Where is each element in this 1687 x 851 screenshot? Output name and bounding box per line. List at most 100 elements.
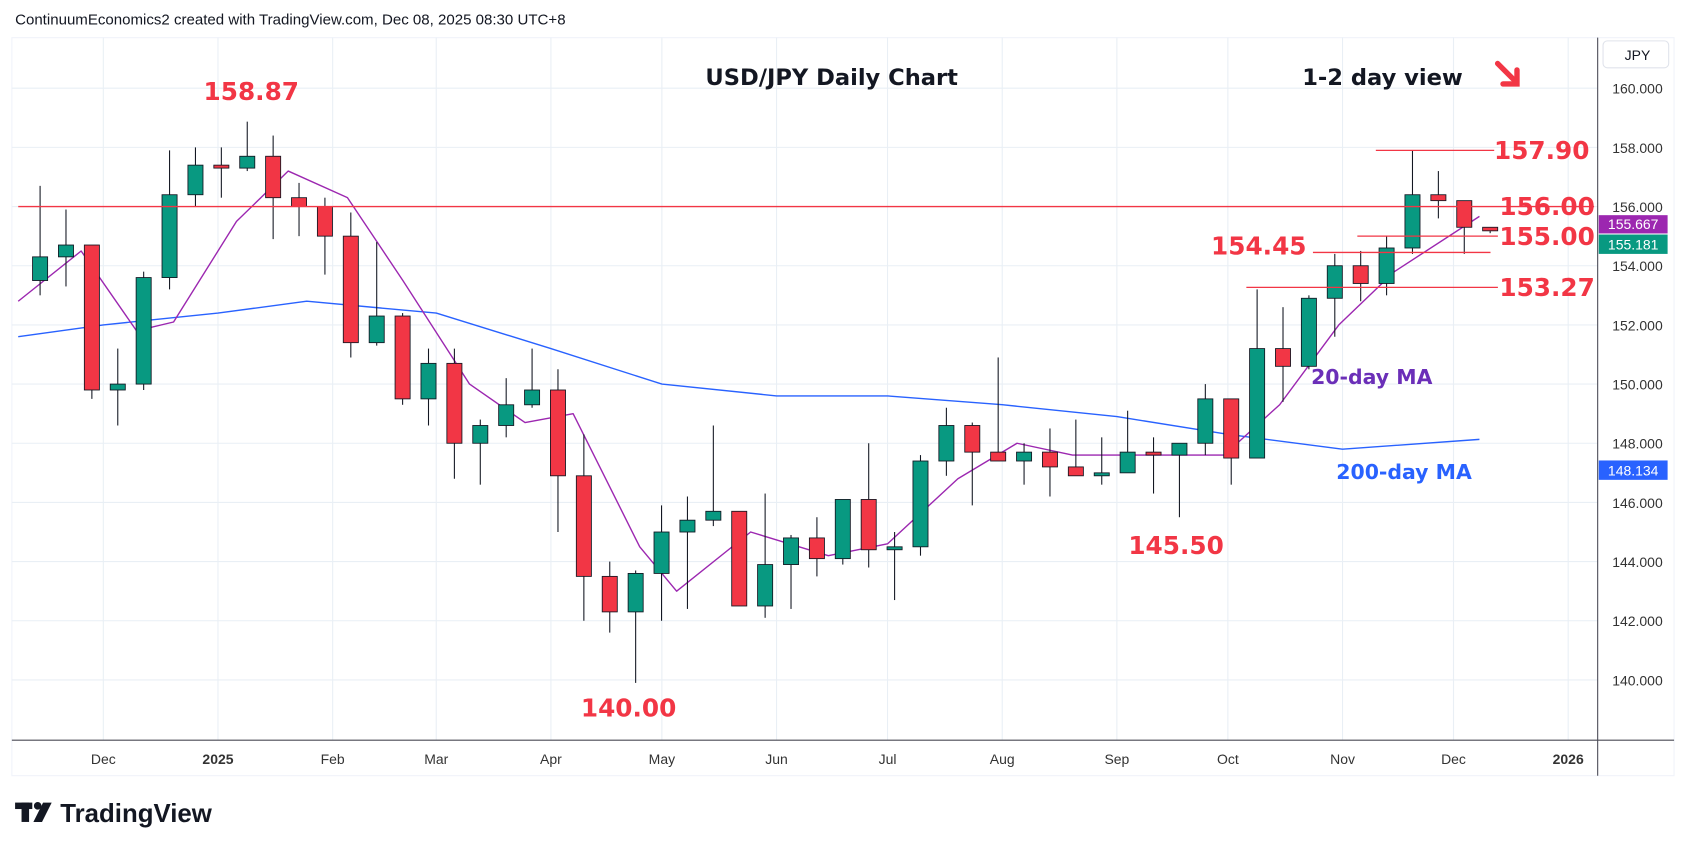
candle-down[interactable] xyxy=(575,475,592,577)
candle-up[interactable] xyxy=(783,537,799,565)
candle-up[interactable] xyxy=(938,425,955,462)
price-annotation: 145.50 xyxy=(1128,531,1223,560)
price-tick-label: 142.000 xyxy=(1612,613,1663,629)
candle-up[interactable] xyxy=(32,256,49,281)
candle-up[interactable] xyxy=(1249,348,1266,459)
candle-down[interactable] xyxy=(1430,194,1447,202)
candle-down[interactable] xyxy=(1456,200,1473,228)
candle-up[interactable] xyxy=(1016,451,1033,462)
candle-up[interactable] xyxy=(1378,247,1395,284)
tradingview-logo[interactable]: TradingView xyxy=(15,800,213,828)
candle-down[interactable] xyxy=(291,197,307,207)
candle-up[interactable] xyxy=(239,155,256,169)
candle-up[interactable] xyxy=(1300,297,1317,367)
candle-up[interactable] xyxy=(135,277,152,385)
last-price-tag xyxy=(1598,234,1668,254)
time-tick-label: May xyxy=(649,751,675,767)
time-axis[interactable]: Dec 2025 Feb Mar Apr May Jun Jul Aug Sep Oct Nov Dec… xyxy=(91,751,1584,767)
header-credit: ContinuumEconomics2 created with Trading… xyxy=(15,12,565,29)
ma200-price-tag-text: 148.134 xyxy=(1608,463,1659,479)
candle-up[interactable] xyxy=(524,389,541,406)
candle-down[interactable] xyxy=(1067,466,1084,477)
candle-up[interactable] xyxy=(1093,472,1110,477)
last-price-tag-text: 155.181 xyxy=(1608,237,1659,253)
ma20-label: 20-day MA xyxy=(1311,365,1432,389)
candle-up[interactable] xyxy=(420,362,437,400)
candle-down[interactable] xyxy=(394,315,411,400)
candle-up[interactable] xyxy=(912,460,929,548)
candle-down[interactable] xyxy=(316,206,333,237)
arrow-down-right-icon xyxy=(1494,60,1520,87)
price-tick-label: 154.000 xyxy=(1612,258,1663,274)
candle-up[interactable] xyxy=(705,510,722,521)
candle-up[interactable] xyxy=(161,194,178,279)
currency-label: JPY xyxy=(1625,47,1651,63)
candle-down[interactable] xyxy=(446,362,463,444)
candle-down[interactable] xyxy=(1352,265,1369,284)
candle-down[interactable] xyxy=(265,155,282,199)
chart-frame xyxy=(11,37,1675,777)
ma20-price-tag-text: 155.667 xyxy=(1608,216,1659,232)
candle-down[interactable] xyxy=(731,510,748,607)
candle-down[interactable] xyxy=(964,425,981,453)
candle-up[interactable] xyxy=(472,425,489,444)
chart-subtitle: 1-2 day view xyxy=(1302,65,1463,91)
candle-up[interactable] xyxy=(757,564,774,607)
candle-up[interactable] xyxy=(834,499,851,560)
time-tick-label: Aug xyxy=(990,751,1015,767)
candle-up[interactable] xyxy=(1119,451,1136,474)
candle-up[interactable] xyxy=(1171,442,1188,456)
candle-down[interactable] xyxy=(1482,226,1499,232)
candle-down[interactable] xyxy=(1145,451,1162,456)
currency-button[interactable] xyxy=(1602,40,1670,69)
candle-up[interactable] xyxy=(498,404,515,426)
candle-down[interactable] xyxy=(1041,451,1058,468)
candle-up[interactable] xyxy=(368,315,385,344)
candle-down[interactable] xyxy=(1223,398,1240,459)
price-tick-label: 160.000 xyxy=(1612,81,1663,97)
chart-title: USD/JPY Daily Chart xyxy=(705,65,958,91)
candle-down[interactable] xyxy=(808,537,825,560)
price-annotation: 140.00 xyxy=(581,694,676,723)
price-axis[interactable]: 140.000 142.000 144.000 146.000 148.000 150.0… xyxy=(1612,81,1663,689)
levels: 156.00 157.90 155.00 154.45 153.27 xyxy=(18,136,1595,302)
candle-up[interactable] xyxy=(1404,194,1421,249)
candle-up[interactable] xyxy=(58,244,74,258)
time-tick-label: Jul xyxy=(879,751,897,767)
time-tick-label: Oct xyxy=(1217,751,1239,767)
time-tick-label: Mar xyxy=(424,751,448,767)
candle-up[interactable] xyxy=(1197,398,1214,444)
candle-up[interactable] xyxy=(187,164,204,196)
price-tick-label: 146.000 xyxy=(1612,495,1663,511)
grid xyxy=(11,37,1598,741)
candle-up[interactable] xyxy=(886,546,903,551)
level-label: 155.00 xyxy=(1499,222,1594,251)
candle-down[interactable] xyxy=(213,164,230,169)
candles[interactable] xyxy=(32,121,1499,683)
candle-down[interactable] xyxy=(342,235,359,344)
time-tick-label: Jun xyxy=(765,751,788,767)
candle-down[interactable] xyxy=(990,451,1007,462)
price-tick-label: 156.000 xyxy=(1612,199,1663,215)
candle-down[interactable] xyxy=(860,499,877,551)
candle-up[interactable] xyxy=(653,531,670,574)
price-annotation: 158.87 xyxy=(204,77,299,106)
level-label: 153.27 xyxy=(1499,273,1594,302)
tradingview-logo-icon xyxy=(15,802,52,822)
price-tick-label: 150.000 xyxy=(1612,376,1663,392)
level-label: 157.90 xyxy=(1494,136,1589,165)
candle-up[interactable] xyxy=(109,383,126,391)
candle-up[interactable] xyxy=(1326,265,1343,299)
time-tick-label: Apr xyxy=(540,751,562,767)
candle-down[interactable] xyxy=(550,389,566,477)
price-tick-label: 148.000 xyxy=(1612,436,1663,452)
ma200-label: 200-day MA xyxy=(1336,460,1472,484)
candle-up[interactable] xyxy=(679,519,696,533)
time-tick-label: Sep xyxy=(1104,751,1129,767)
candle-down[interactable] xyxy=(83,244,100,391)
candle-up[interactable] xyxy=(627,572,644,613)
candle-down[interactable] xyxy=(1275,348,1291,367)
candle-down[interactable] xyxy=(601,575,618,613)
